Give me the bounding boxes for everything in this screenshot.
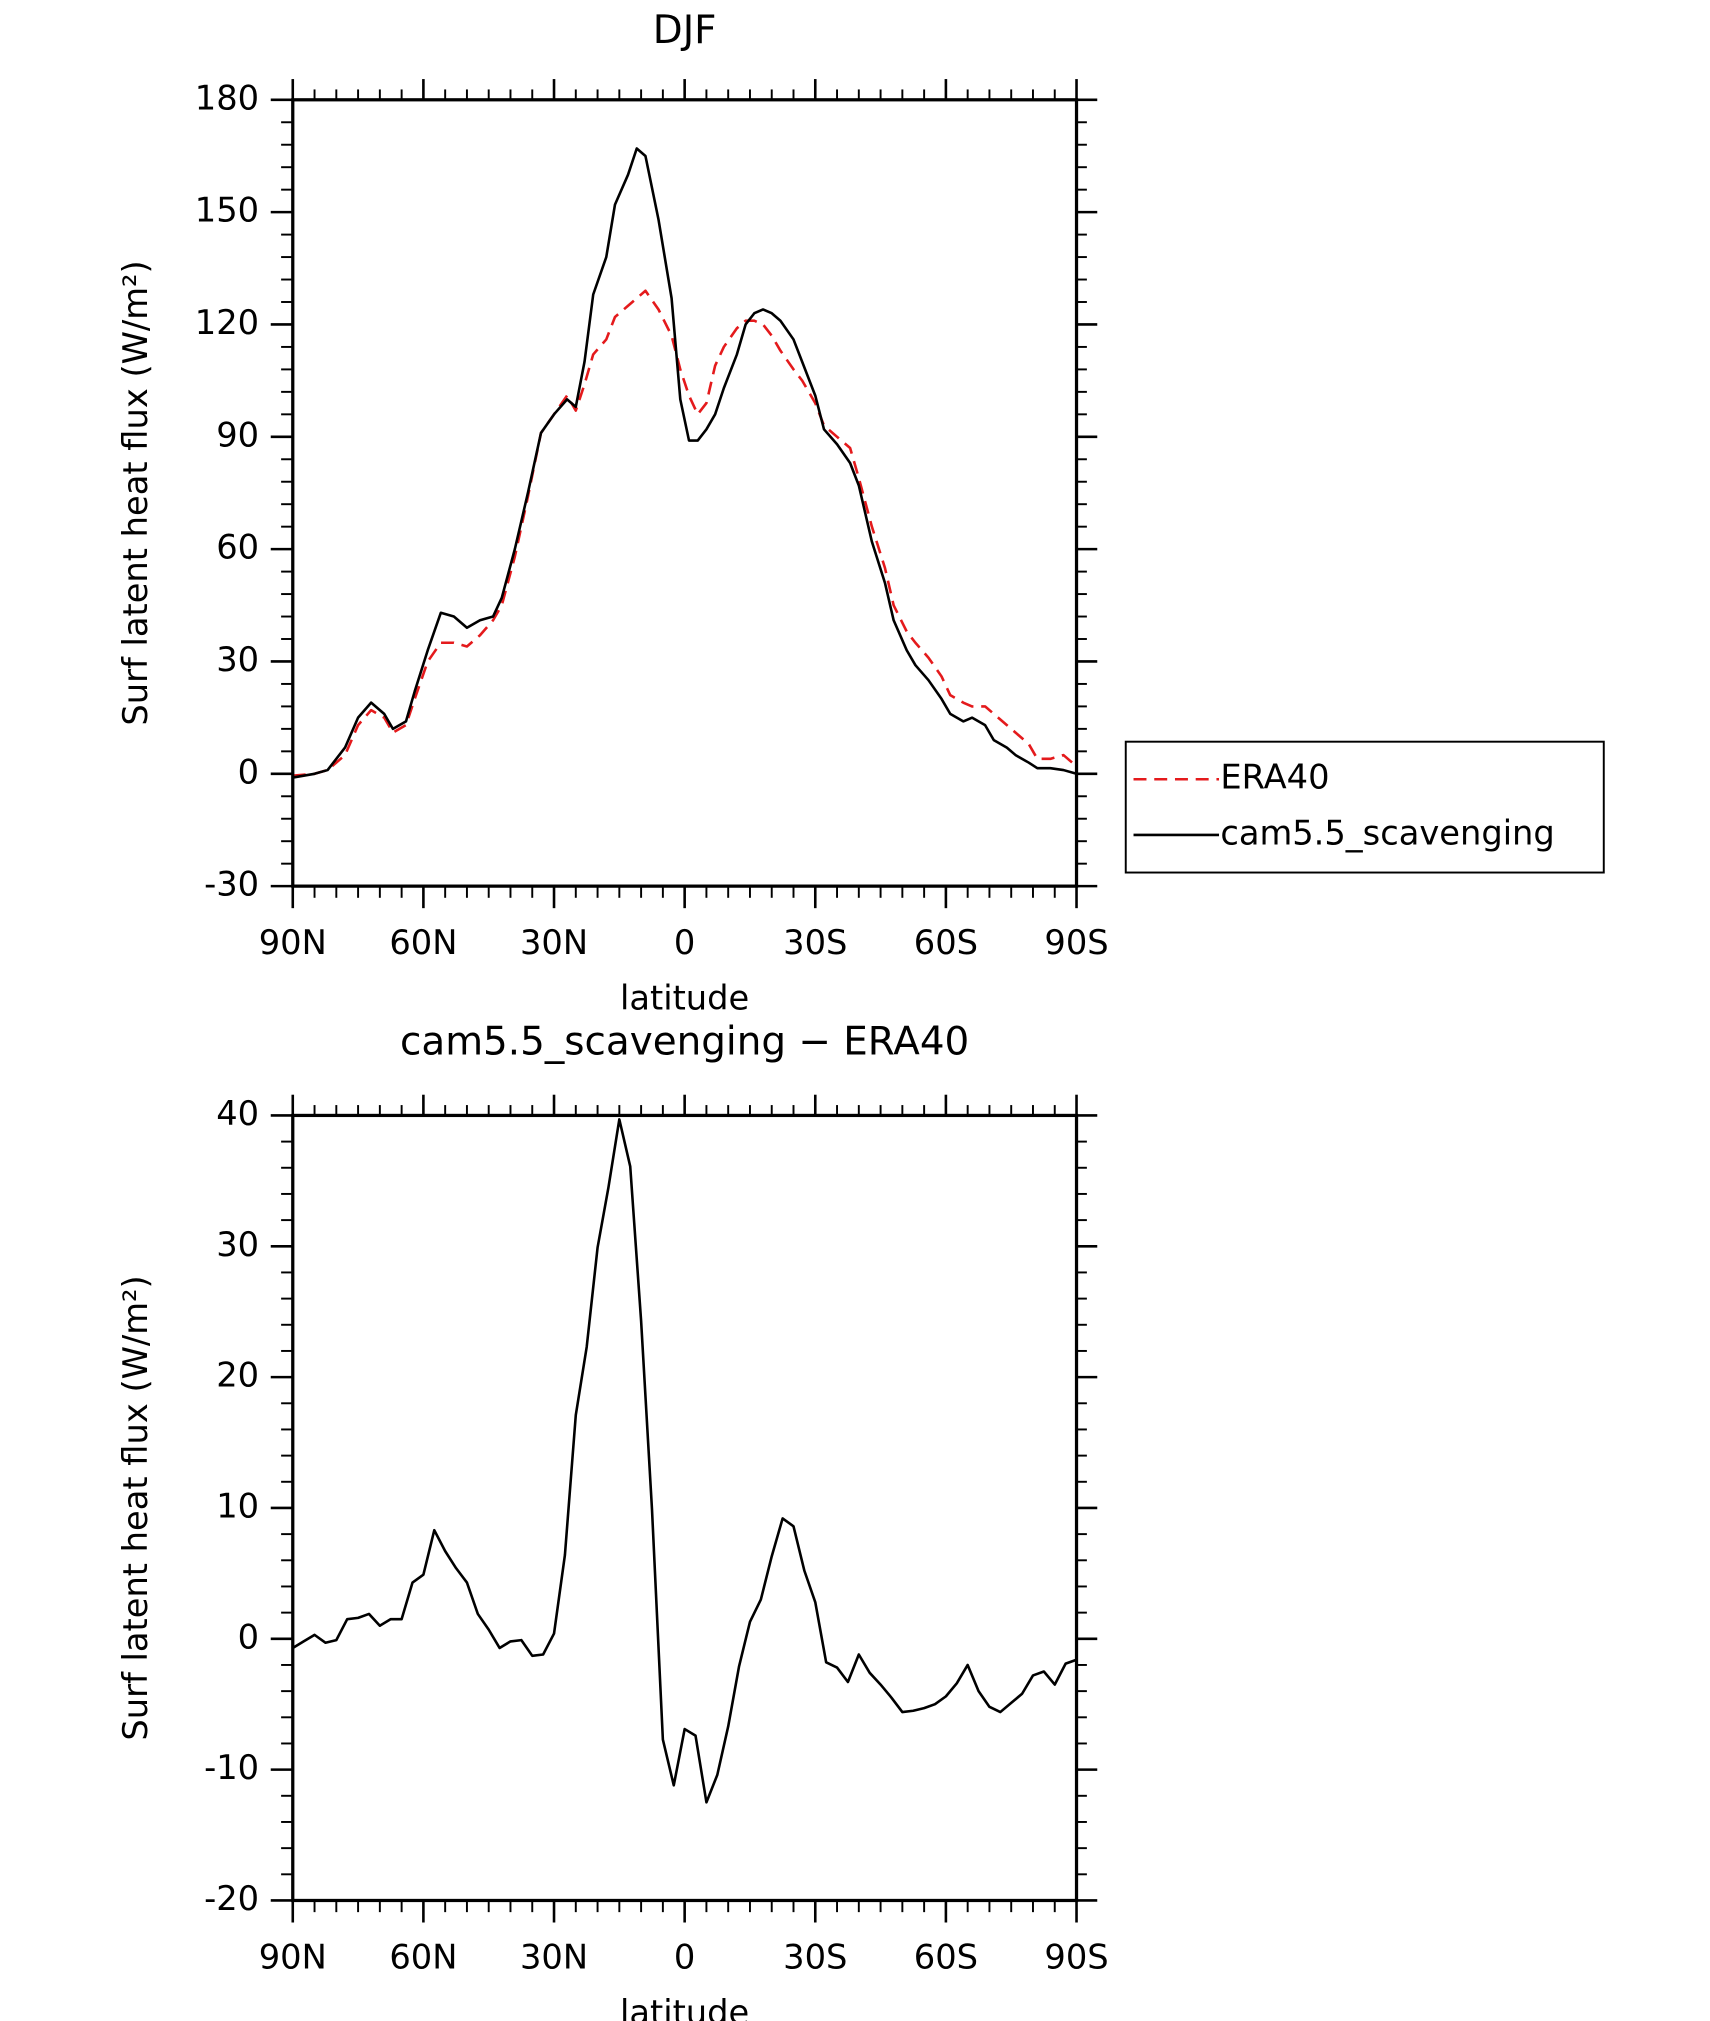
plot-frame <box>291 98 1079 888</box>
chart-title: cam5.5_scavenging − ERA40 <box>400 1020 969 1065</box>
data-line <box>292 147 1077 779</box>
x-tick-label: 30N <box>520 923 588 962</box>
y-tick-label: 180 <box>195 78 259 117</box>
x-tick-label: 0 <box>674 923 695 962</box>
y-tick-label: 90 <box>216 415 259 454</box>
y-tick-label: 150 <box>195 191 259 230</box>
x-tick-label: 60N <box>389 1937 457 1976</box>
y-tick-label: 20 <box>216 1356 259 1395</box>
y-tick-label: 10 <box>216 1486 259 1525</box>
x-tick-label: 90N <box>259 1937 327 1976</box>
legend-label: cam5.5_scavenging <box>1220 813 1554 852</box>
legend-box <box>1124 740 1605 874</box>
y-tick-label: -30 <box>204 865 259 904</box>
x-axis-label: latitude <box>620 979 749 1018</box>
data-line <box>292 1118 1077 1804</box>
x-tick-label: 0 <box>674 1937 695 1976</box>
x-tick-label: 90S <box>1044 1937 1108 1976</box>
x-tick-label: 30S <box>783 1937 847 1976</box>
y-tick-label: 60 <box>216 528 259 567</box>
y-tick-label: 0 <box>238 1617 259 1656</box>
x-tick-label: 60S <box>914 923 978 962</box>
y-tick-label: 40 <box>216 1094 259 1133</box>
y-axis-label: Surf latent heat flux (W/m²) <box>116 1275 155 1740</box>
x-tick-label: 30N <box>520 1937 588 1976</box>
y-tick-label: -20 <box>204 1879 259 1918</box>
y-tick-label: 0 <box>238 752 259 791</box>
y-axis-label: Surf latent heat flux (W/m²) <box>116 260 155 725</box>
y-tick-label: 120 <box>195 303 259 342</box>
x-tick-label: 90S <box>1044 923 1108 962</box>
x-tick-label: 60S <box>914 1937 978 1976</box>
x-tick-label: 60N <box>389 923 457 962</box>
data-line <box>292 289 1078 777</box>
plot-frame <box>291 1113 1079 1903</box>
x-tick-label: 30S <box>783 923 847 962</box>
x-tick-label: 90N <box>259 923 327 962</box>
x-axis-label: latitude <box>620 1993 749 2021</box>
y-tick-label: -10 <box>204 1748 259 1787</box>
chart-title: DJF <box>653 8 717 53</box>
legend-label: ERA40 <box>1220 758 1329 797</box>
y-tick-label: 30 <box>216 640 259 679</box>
y-tick-label: 30 <box>216 1225 259 1264</box>
